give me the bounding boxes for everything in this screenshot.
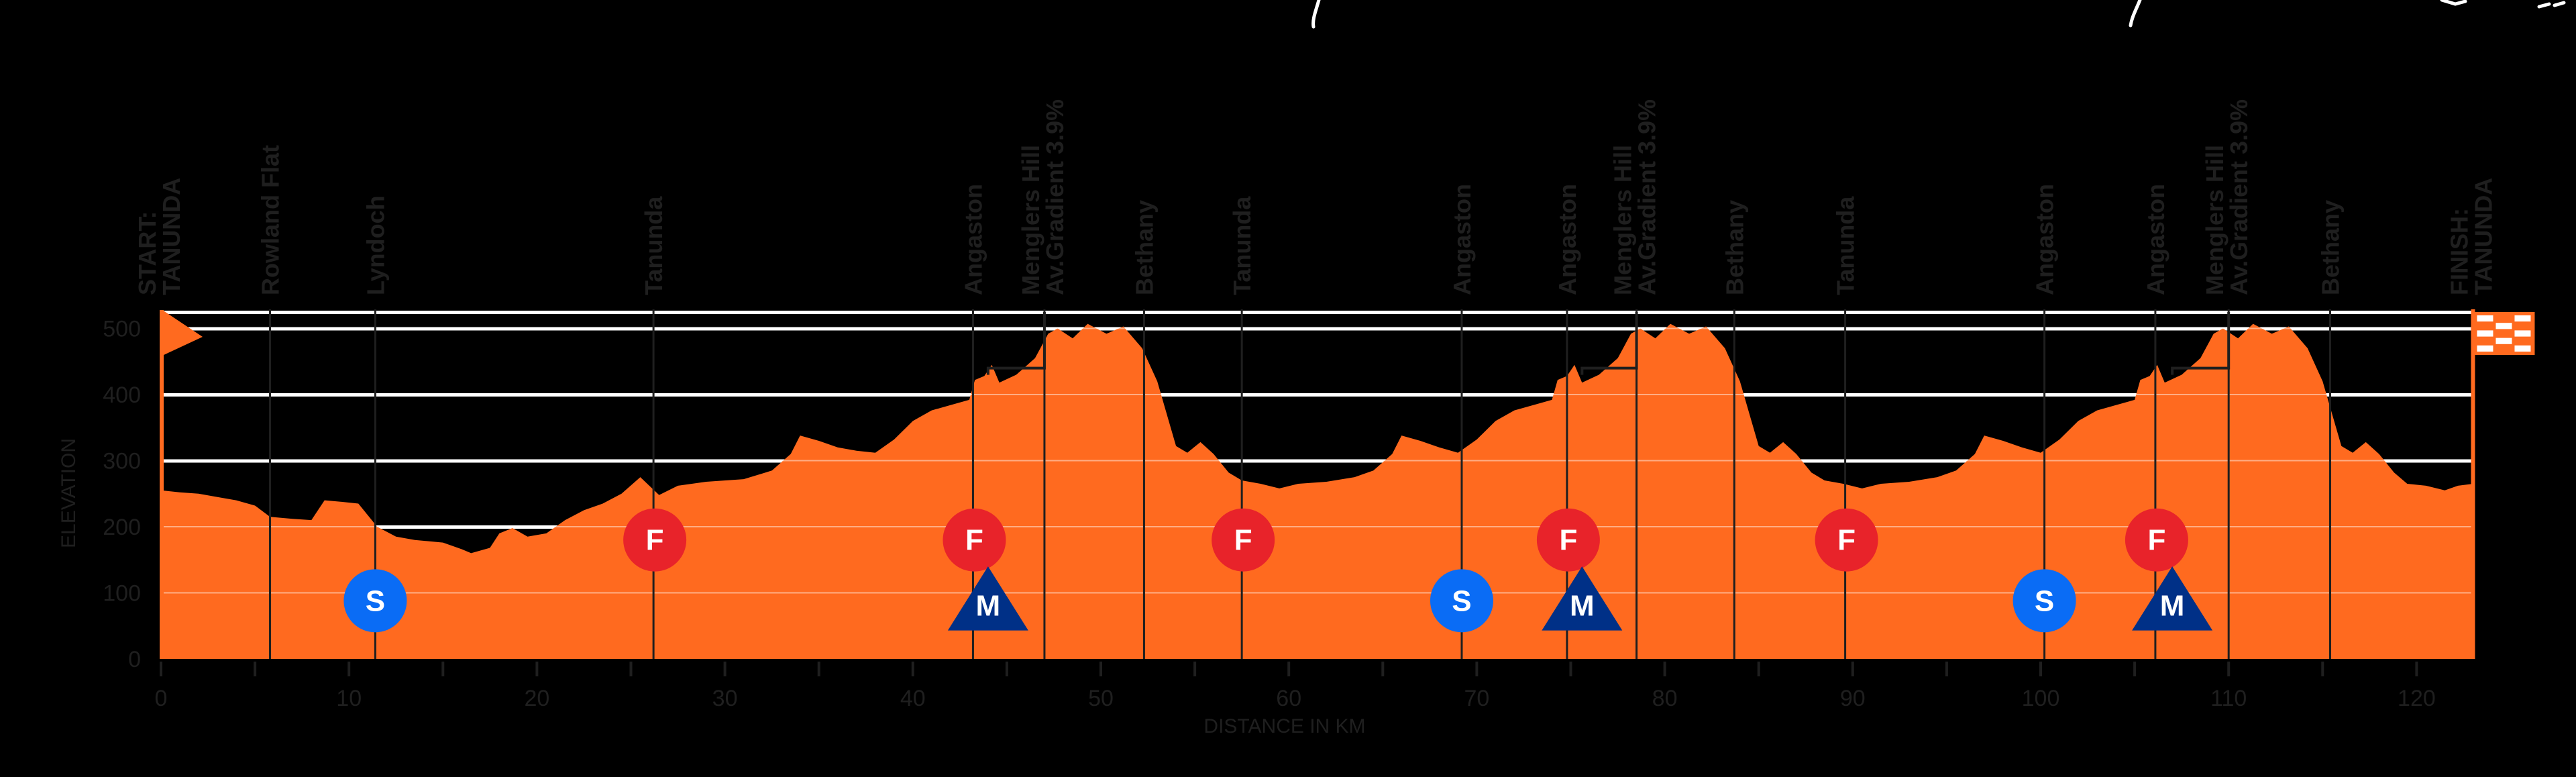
- waypoint-label: Tanunda: [1832, 196, 1860, 295]
- x-tick-label: 60: [1276, 686, 1301, 711]
- waypoint-labels: START:TANUNDA Rowland Flat Lyndoch Tanunda A…: [133, 99, 2497, 295]
- x-tick-label: 90: [1840, 686, 1866, 711]
- waypoint-label: START:: [133, 211, 161, 295]
- waypoint-label: Angaston: [1554, 184, 1581, 295]
- sprint-marker-icon: S: [343, 569, 407, 633]
- mountain-marker-icon: M: [947, 566, 1028, 631]
- y-axis: 0 100 200 300 400 500: [103, 317, 141, 673]
- finish-flag-icon: [2471, 309, 2535, 659]
- svg-text:S: S: [2035, 584, 2054, 617]
- waypoint-label-line2: TANUNDA: [2469, 178, 2497, 295]
- waypoint-label: Rowland Flat: [257, 145, 284, 295]
- x-tick-label: 80: [1652, 686, 1678, 711]
- waypoint-label-line2: Av.Gradient 3.9%: [2225, 99, 2253, 295]
- gridlines-over-fill: [161, 327, 2473, 594]
- waypoint-label: Bethany: [1130, 200, 1158, 295]
- x-tick-label: 50: [1088, 686, 1114, 711]
- elevation-profile-area: [161, 323, 2473, 659]
- gridline-400: [161, 393, 2473, 397]
- gridline-500: [161, 327, 2473, 331]
- svg-text:F: F: [1559, 524, 1577, 557]
- waypoint-label-line2: Av.Gradient 3.9%: [1041, 99, 1069, 295]
- x-tick-label: 110: [2210, 686, 2247, 711]
- svg-text:F: F: [965, 524, 983, 557]
- x-tick-label: 100: [2022, 686, 2060, 711]
- x-tick-label: 30: [712, 686, 738, 711]
- climb-bracket: [2171, 312, 2231, 375]
- feed-zone-marker-icon: F: [623, 508, 687, 572]
- waypoint-label: Angaston: [1448, 184, 1476, 295]
- waypoint-label: FINISH:: [2445, 208, 2473, 295]
- svg-text:M: M: [1570, 590, 1595, 623]
- x-tick-label: 10: [336, 686, 362, 711]
- sprint-marker-icon: S: [2012, 569, 2076, 633]
- y-axis-title: ELEVATION: [58, 438, 80, 548]
- start-flag-icon: [160, 310, 203, 659]
- gridline-over-500: [161, 327, 2473, 329]
- climb-brackets: [986, 312, 2231, 375]
- waypoint-label: Tanunda: [640, 196, 667, 295]
- climb-bracket: [986, 312, 1046, 375]
- x-axis-title: DISTANCE IN KM: [1203, 715, 1365, 737]
- sprint-marker-icon: S: [1430, 569, 1493, 633]
- waypoint-label: Angaston: [2142, 184, 2169, 295]
- y-tick-label: 500: [103, 317, 141, 342]
- y-tick-label: 0: [128, 647, 141, 672]
- gridline-300: [161, 459, 2473, 463]
- gridline-over-100: [161, 592, 2473, 594]
- waypoint-label: Bethany: [1721, 200, 1748, 295]
- svg-text:M: M: [2160, 590, 2185, 623]
- waypoint-label: Menglers Hill: [1017, 145, 1044, 295]
- gridline-over-400: [161, 394, 2473, 395]
- feed-zone-marker-icon: F: [1536, 508, 1600, 572]
- waypoint-label-line2: TANUNDA: [158, 178, 185, 295]
- mountain-marker-icon: M: [1542, 566, 1623, 631]
- feed-zone-marker-icon: F: [1815, 508, 1878, 572]
- y-tick-label: 400: [103, 382, 141, 408]
- feed-zone-marker-icon: F: [1212, 508, 1275, 572]
- x-axis: 0 10 20 30 40 50 60 70 80 90 100 110 120: [155, 662, 2436, 711]
- top-artifacts: [1311, 0, 2566, 29]
- gridline-over-300: [161, 460, 2473, 462]
- svg-text:F: F: [2147, 524, 2165, 557]
- x-tick-label: 40: [900, 686, 926, 711]
- waypoint-label: Lyndoch: [362, 195, 389, 295]
- feed-zone-marker-icon: F: [943, 508, 1006, 572]
- mountain-marker-icon: M: [2132, 566, 2213, 631]
- waypoint-label: Angaston: [959, 184, 987, 295]
- waypoint-label: Angaston: [2031, 184, 2059, 295]
- x-tick-label: 0: [155, 686, 168, 711]
- y-tick-label: 300: [103, 449, 141, 474]
- waypoint-label-line2: Av.Gradient 3.9%: [1633, 99, 1661, 295]
- feed-zone-marker-icon: F: [2125, 508, 2188, 572]
- x-tick-label: 120: [2398, 686, 2436, 711]
- gridline-top: [161, 311, 2473, 314]
- climb-bracket: [1580, 312, 1638, 375]
- x-tick-label: 70: [1464, 686, 1489, 711]
- svg-text:F: F: [646, 524, 664, 557]
- y-tick-label: 200: [103, 515, 141, 540]
- svg-text:F: F: [1837, 524, 1856, 557]
- svg-text:S: S: [1452, 584, 1471, 617]
- waypoint-label: Tanunda: [1228, 196, 1256, 295]
- svg-text:M: M: [976, 590, 1001, 623]
- x-tick-label: 20: [524, 686, 549, 711]
- svg-text:F: F: [1234, 524, 1252, 557]
- waypoint-label: Menglers Hill: [2201, 145, 2229, 295]
- svg-text:S: S: [366, 584, 385, 617]
- gridline-over-200: [161, 526, 2473, 527]
- y-tick-label: 100: [103, 581, 141, 607]
- waypoint-label: Menglers Hill: [1609, 145, 1637, 295]
- waypoint-label: Bethany: [2317, 200, 2345, 295]
